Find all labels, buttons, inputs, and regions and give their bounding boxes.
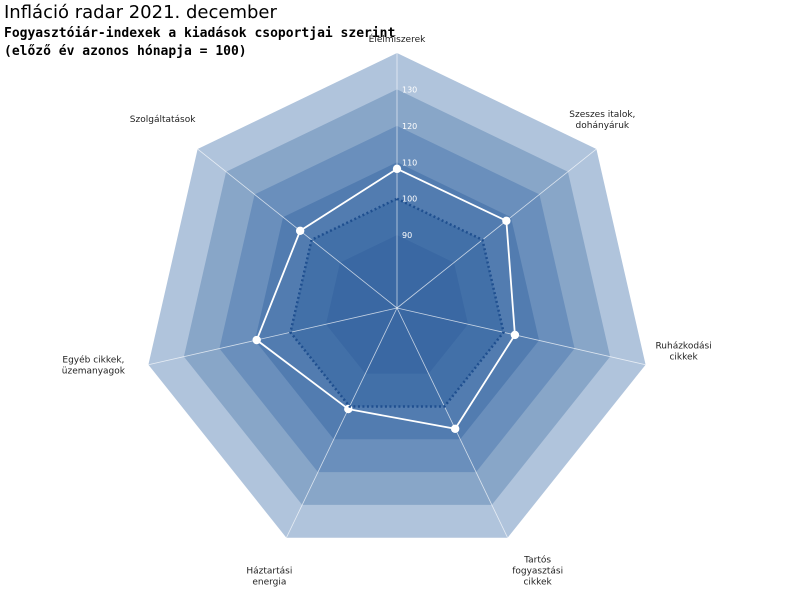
category-label-line: dohányáruk <box>576 121 630 131</box>
series-point <box>392 164 402 174</box>
category-label-line: Tartós <box>523 555 551 566</box>
radar-spoke <box>148 307 398 366</box>
category-label-line: Háztartási <box>246 567 292 577</box>
radial-tick-labels: 90 100 110 120 130 <box>402 85 417 240</box>
series-point <box>510 330 520 340</box>
series-point <box>344 404 353 414</box>
category-label-line: üzemanyagok <box>62 367 126 377</box>
category-label-line: Ruházkodási <box>655 342 711 352</box>
radar-spoke <box>396 307 646 366</box>
category-label-line: Szolgáltatások <box>130 115 196 125</box>
subtitle-line-2: (előző év azonos hónapja = 100) <box>4 44 247 59</box>
radial-tick-label: 120 <box>402 122 417 131</box>
series-line-current <box>255 167 516 430</box>
category-label: Szolgáltatások <box>130 115 196 125</box>
category-label-line: fogyasztási <box>512 567 563 577</box>
category-labels: Élelmiszerek Szeszes italok, dohányáruk Ruh… <box>62 33 712 588</box>
series-point <box>295 226 305 235</box>
category-label-line: cikkek <box>523 578 552 588</box>
subtitle-line-1: Fogyasztóiár-indexek a kiadások csoportj… <box>4 26 396 41</box>
category-label: Ruházkodási cikkek <box>655 342 711 363</box>
radar-spoke <box>396 307 509 538</box>
category-label: Élelmiszerek <box>369 33 426 45</box>
series-point <box>450 424 460 433</box>
chart-subtitle: Fogyasztóiár-indexek a kiadások csoportj… <box>4 25 395 61</box>
category-label-line: Egyéb cikkek, <box>62 355 124 366</box>
category-label-line: energia <box>252 578 286 588</box>
category-label: Egyéb cikkek, üzemanyagok <box>62 355 126 377</box>
category-label-line: cikkek <box>669 353 698 363</box>
category-label: Háztartási energia <box>246 567 292 588</box>
radial-tick-label: 130 <box>402 85 417 94</box>
radial-tick-label: 90 <box>402 231 412 240</box>
category-label-line: Élelmiszerek <box>369 33 426 45</box>
series-point <box>502 216 511 225</box>
category-label: Tartós fogyasztási cikkek <box>512 555 563 588</box>
series-point <box>252 335 261 345</box>
category-label-line: Szeszes italok, <box>569 110 635 120</box>
radar-spoke <box>396 148 597 309</box>
radar-series <box>252 164 520 433</box>
radial-tick-label: 100 <box>402 195 417 204</box>
category-label: Szeszes italok, dohányáruk <box>569 110 635 131</box>
chart-title: Infláció radar 2021. december <box>4 2 277 23</box>
radar-spoke <box>285 307 398 538</box>
radial-tick-label: 110 <box>402 158 417 167</box>
